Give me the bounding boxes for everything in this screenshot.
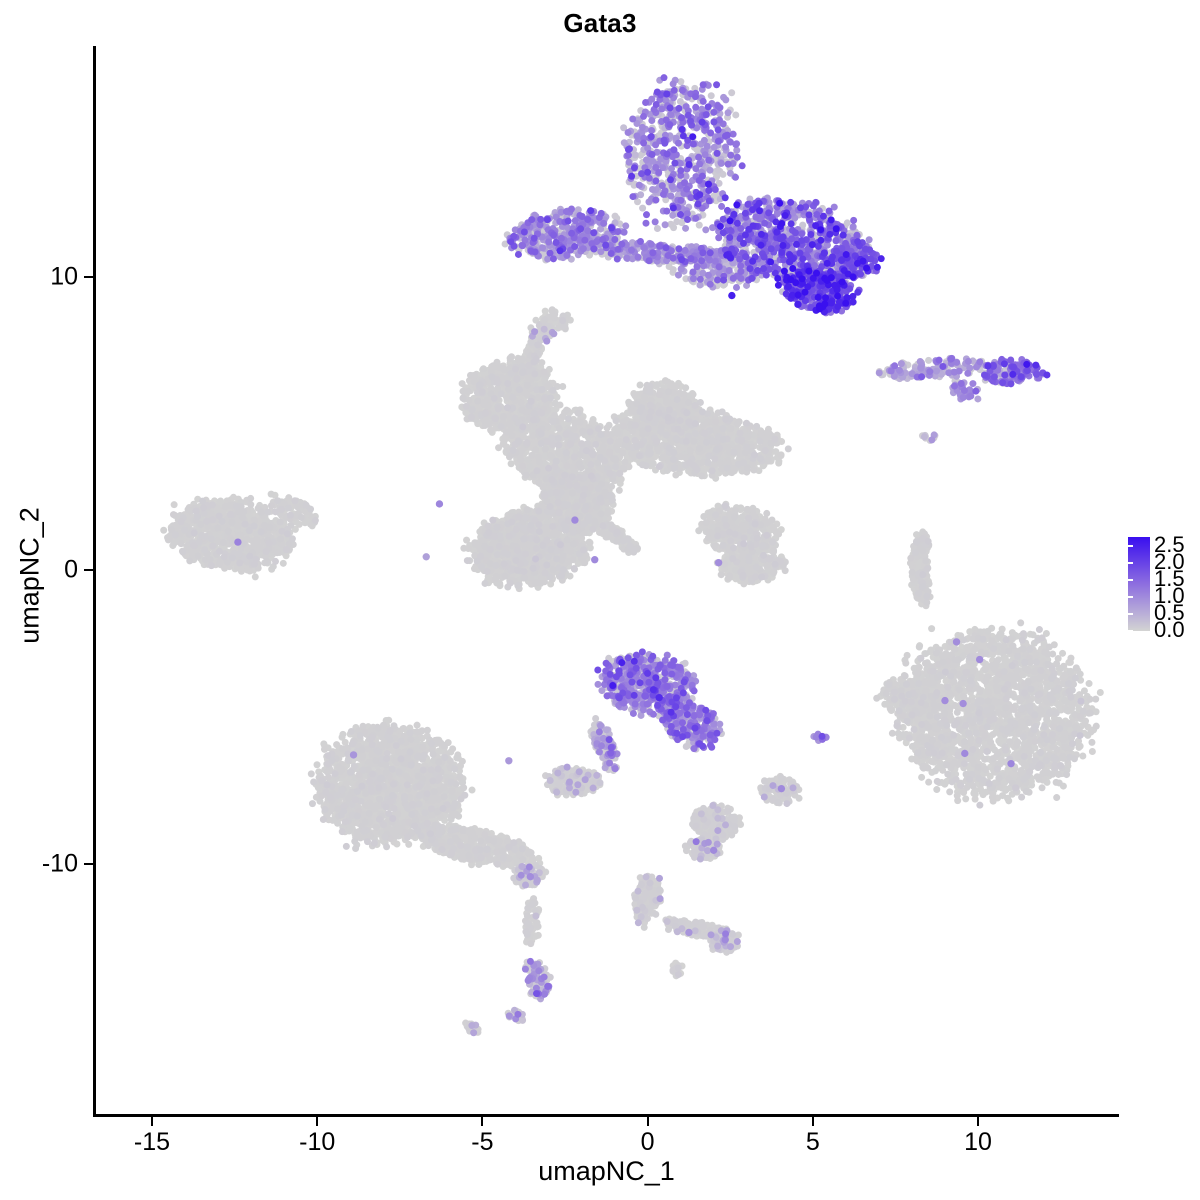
colorbar-gradient [1128, 537, 1150, 632]
x-tick-mark [151, 1117, 153, 1126]
x-tick-mark [316, 1117, 319, 1126]
y-tick-mark [84, 569, 93, 571]
y-tick-mark [84, 275, 93, 278]
x-tick-label: 0 [640, 1128, 655, 1156]
x-tick-mark [646, 1117, 649, 1126]
colorbar-tick [1128, 596, 1133, 599]
x-tick-label: -5 [471, 1128, 494, 1156]
colorbar-tick [1128, 579, 1133, 582]
colorbar-tick-label: 2.5 [1154, 532, 1185, 558]
colorbar-tick-label: 0.0 [1154, 617, 1185, 642]
page-title: Gata3 [563, 8, 637, 38]
y-tick-mark [84, 862, 93, 865]
colorbar-tick-label: 0.5 [1154, 600, 1185, 626]
colorbar-tick-label: 1.5 [1154, 566, 1185, 592]
x-axis-title: umapNC_1 [538, 1156, 675, 1186]
colorbar-tick-label: 1.0 [1154, 583, 1185, 609]
y-axis-line [93, 46, 96, 1117]
colorbar-tick-label: 2.0 [1154, 549, 1185, 575]
x-tick-label: -15 [133, 1128, 171, 1156]
y-tick-label: -10 [41, 849, 78, 877]
y-axis-title: umapNC_2 [14, 507, 45, 644]
y-tick-label: 10 [50, 262, 78, 290]
scatter-points-canvas [95, 48, 1118, 1115]
colorbar-tick [1128, 545, 1133, 548]
colorbar-canvas [1128, 537, 1150, 631]
x-tick-mark [481, 1117, 484, 1126]
x-axis-line [93, 1114, 1119, 1117]
x-tick-mark [977, 1117, 979, 1126]
y-tick-label: 0 [64, 555, 78, 584]
y-axis-ticks: 10 0 -10 [0, 0, 82, 1200]
x-tick-mark [811, 1117, 814, 1126]
colorbar-tick [1128, 562, 1133, 565]
colorbar-labels: 2.5 2.0 1.5 1.0 0.5 0.0 [1154, 532, 1200, 641]
plot-area [95, 48, 1118, 1115]
colorbar-tick [1128, 630, 1133, 632]
x-tick-label: 5 [805, 1128, 820, 1156]
x-tick-label: -10 [299, 1128, 336, 1156]
x-tick-label: 10 [964, 1128, 992, 1156]
colorbar-tick [1128, 613, 1133, 616]
